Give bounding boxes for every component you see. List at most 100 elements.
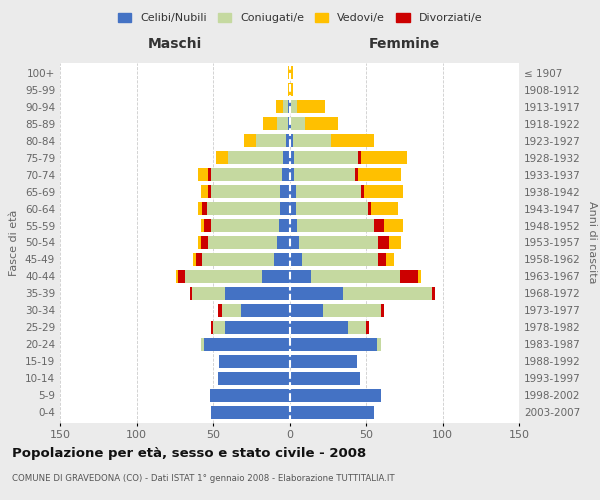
- Bar: [279, 219, 290, 232]
- Bar: [280, 202, 290, 215]
- Y-axis label: Fasce di età: Fasce di età: [10, 210, 19, 276]
- Bar: [204, 338, 290, 351]
- Bar: [296, 185, 361, 198]
- Bar: [198, 202, 202, 215]
- Bar: [382, 304, 385, 317]
- Bar: [290, 83, 293, 96]
- Bar: [418, 270, 421, 283]
- Bar: [400, 270, 418, 283]
- Bar: [385, 219, 403, 232]
- Text: Popolazione per età, sesso e stato civile - 2008: Popolazione per età, sesso e stato civil…: [12, 448, 366, 460]
- Bar: [198, 236, 201, 249]
- Bar: [361, 185, 364, 198]
- Bar: [343, 287, 432, 300]
- Bar: [290, 388, 382, 402]
- Bar: [204, 219, 211, 232]
- Bar: [210, 388, 290, 402]
- Legend: Celibi/Nubili, Coniugati/e, Vedovi/e, Divorziati/e: Celibi/Nubili, Coniugati/e, Vedovi/e, Di…: [113, 8, 487, 28]
- Bar: [368, 202, 371, 215]
- Bar: [262, 270, 290, 283]
- Bar: [291, 117, 305, 130]
- Bar: [277, 236, 290, 249]
- Bar: [432, 287, 435, 300]
- Bar: [293, 134, 331, 147]
- Bar: [290, 253, 302, 266]
- Bar: [288, 100, 290, 114]
- Bar: [211, 321, 213, 334]
- Bar: [218, 372, 290, 385]
- Bar: [294, 168, 355, 181]
- Bar: [302, 253, 378, 266]
- Bar: [196, 253, 202, 266]
- Bar: [208, 185, 211, 198]
- Bar: [377, 338, 382, 351]
- Bar: [364, 185, 403, 198]
- Bar: [241, 304, 290, 317]
- Bar: [296, 202, 368, 215]
- Bar: [211, 219, 279, 232]
- Bar: [305, 117, 338, 130]
- Bar: [201, 219, 204, 232]
- Bar: [290, 270, 311, 283]
- Bar: [201, 338, 204, 351]
- Bar: [280, 185, 290, 198]
- Bar: [288, 66, 290, 80]
- Bar: [211, 406, 290, 419]
- Bar: [283, 100, 288, 114]
- Bar: [358, 168, 401, 181]
- Bar: [358, 151, 361, 164]
- Bar: [290, 117, 291, 130]
- Bar: [347, 321, 366, 334]
- Bar: [297, 100, 325, 114]
- Bar: [219, 354, 290, 368]
- Bar: [290, 66, 293, 80]
- Bar: [263, 117, 277, 130]
- Bar: [366, 321, 369, 334]
- Bar: [297, 219, 374, 232]
- Bar: [190, 287, 191, 300]
- Bar: [290, 338, 377, 351]
- Bar: [244, 134, 256, 147]
- Bar: [283, 151, 290, 164]
- Bar: [290, 287, 343, 300]
- Text: Maschi: Maschi: [148, 36, 202, 51]
- Bar: [176, 270, 178, 283]
- Bar: [202, 253, 274, 266]
- Bar: [225, 287, 290, 300]
- Bar: [178, 270, 185, 283]
- Bar: [374, 219, 385, 232]
- Text: COMUNE DI GRAVEDONA (CO) - Dati ISTAT 1° gennaio 2008 - Elaborazione TUTTITALIA.: COMUNE DI GRAVEDONA (CO) - Dati ISTAT 1°…: [12, 474, 395, 483]
- Bar: [355, 168, 358, 181]
- Bar: [290, 168, 294, 181]
- Bar: [225, 321, 290, 334]
- Bar: [291, 100, 297, 114]
- Bar: [323, 304, 382, 317]
- Bar: [201, 236, 208, 249]
- Bar: [290, 202, 296, 215]
- Bar: [282, 168, 290, 181]
- Bar: [331, 134, 374, 147]
- Bar: [290, 219, 297, 232]
- Bar: [193, 253, 196, 266]
- Bar: [276, 100, 283, 114]
- Text: Femmine: Femmine: [368, 36, 440, 51]
- Bar: [290, 372, 360, 385]
- Bar: [191, 287, 225, 300]
- Bar: [213, 321, 225, 334]
- Bar: [386, 253, 394, 266]
- Bar: [202, 202, 207, 215]
- Bar: [371, 202, 398, 215]
- Bar: [208, 236, 277, 249]
- Bar: [294, 151, 358, 164]
- Bar: [211, 168, 282, 181]
- Bar: [290, 100, 291, 114]
- Bar: [208, 168, 211, 181]
- Bar: [290, 185, 296, 198]
- Bar: [311, 270, 400, 283]
- Bar: [256, 134, 286, 147]
- Bar: [389, 236, 401, 249]
- Bar: [229, 151, 283, 164]
- Bar: [361, 151, 407, 164]
- Bar: [378, 253, 386, 266]
- Bar: [290, 406, 374, 419]
